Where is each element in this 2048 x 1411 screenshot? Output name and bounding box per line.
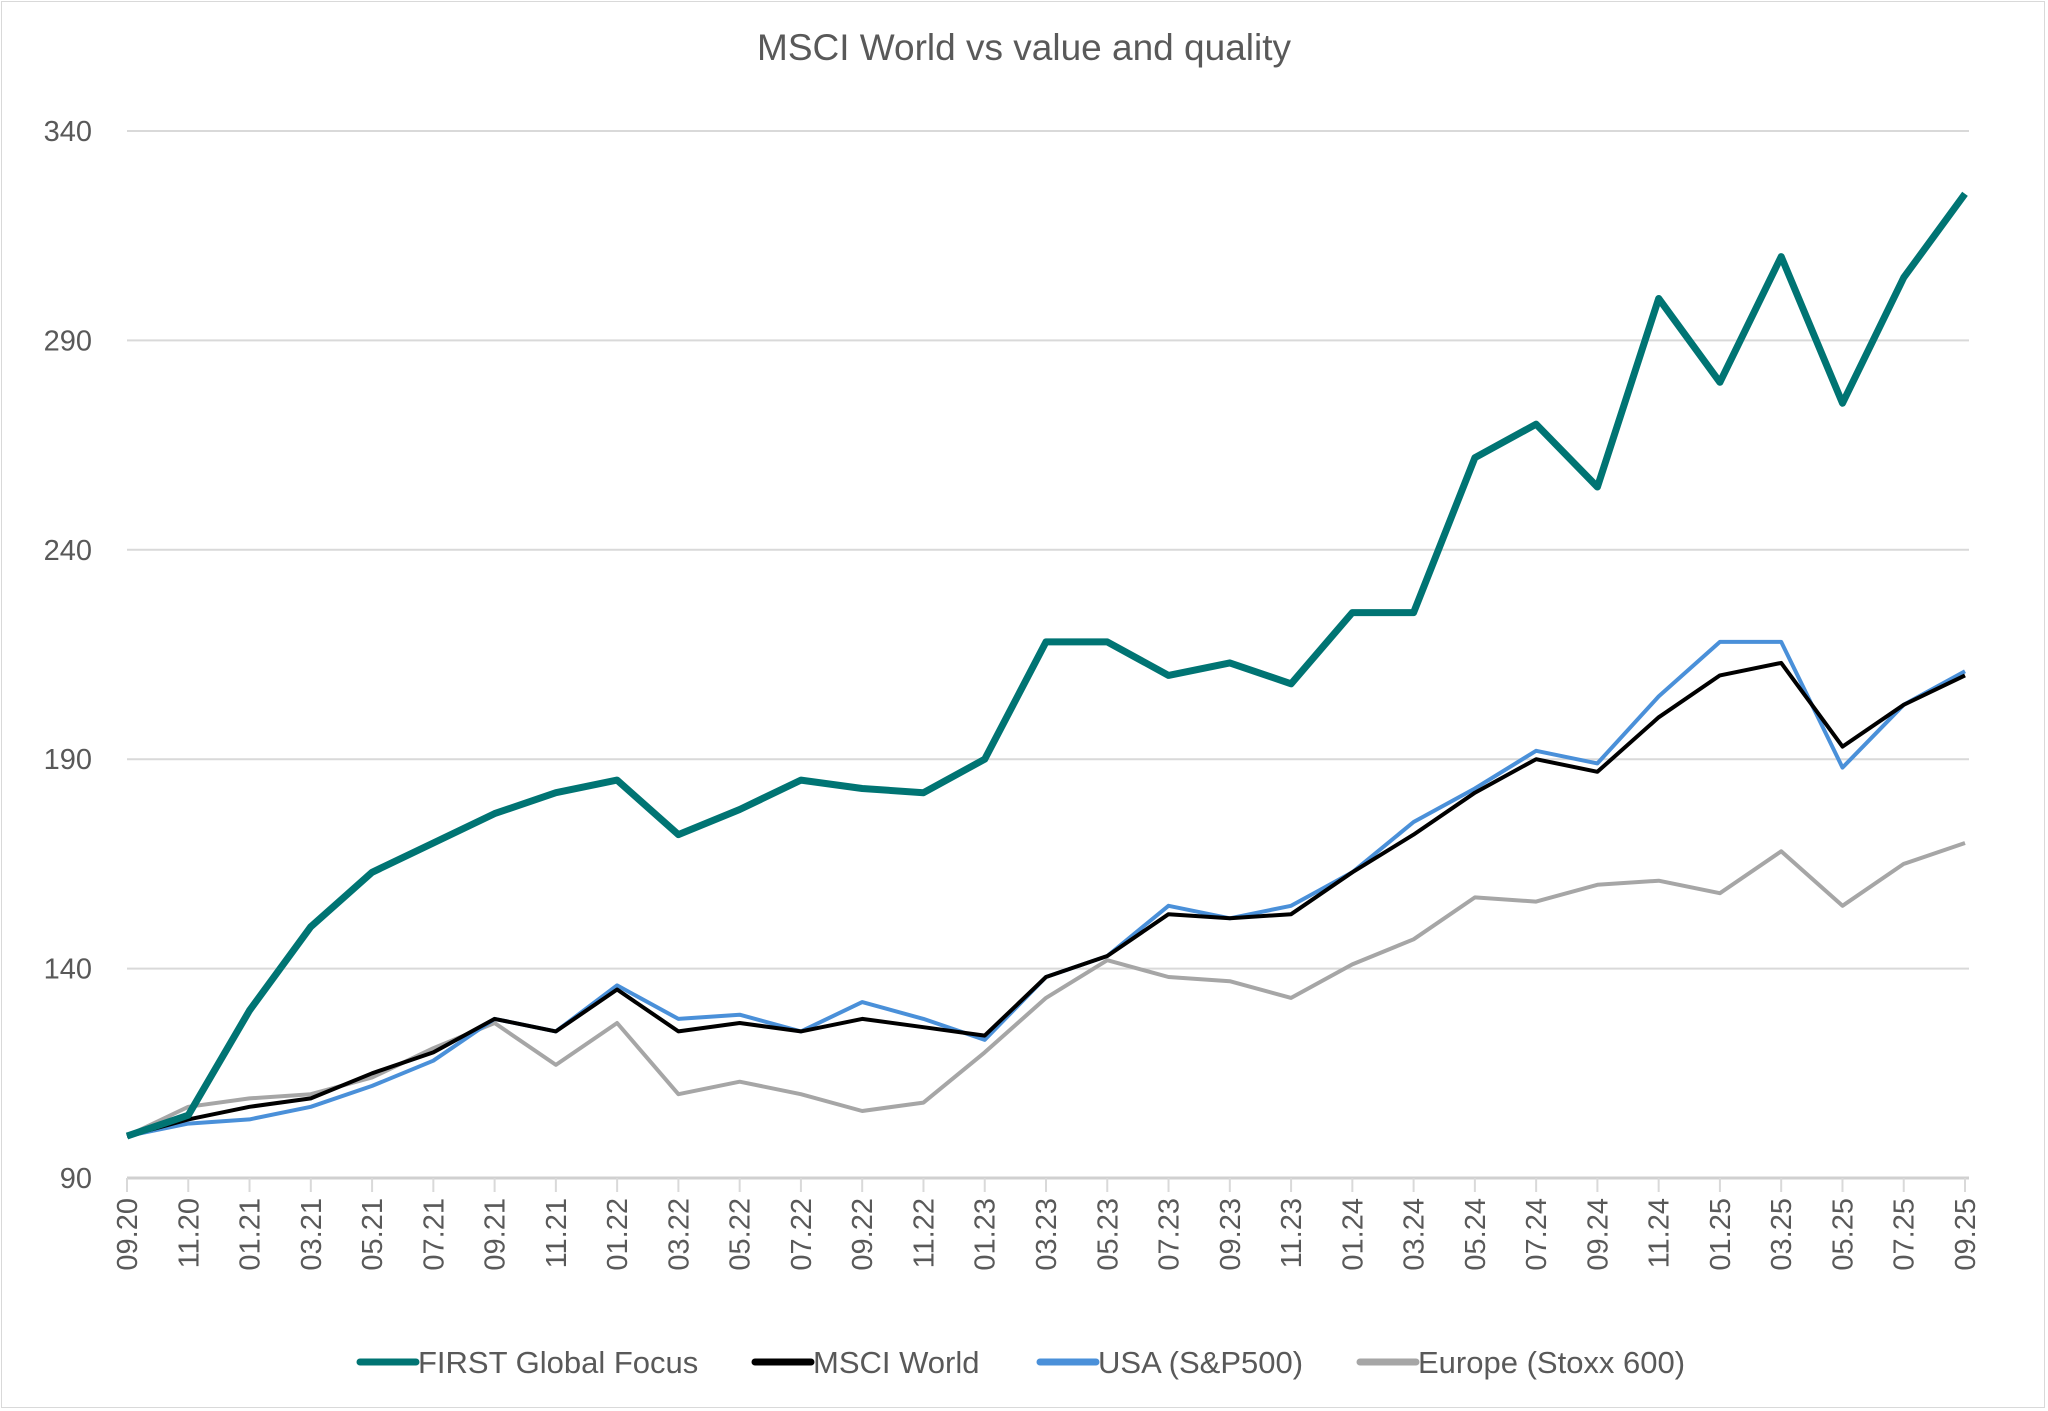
x-tick-label: 01.23 <box>970 1198 1002 1271</box>
series-lines <box>125 191 1968 1140</box>
x-tick-label: 09.20 <box>112 1198 144 1271</box>
y-tick-label: 140 <box>44 954 92 986</box>
x-tick-label: 07.25 <box>1889 1198 1921 1271</box>
x-tick-label: 07.21 <box>418 1198 450 1271</box>
x-tick-label: 07.23 <box>1154 1198 1186 1271</box>
legend-label: Europe (Stoxx 600) <box>1418 1345 1685 1380</box>
x-tick-label: 05.24 <box>1460 1198 1492 1271</box>
x-tick-label: 11.21 <box>541 1198 573 1268</box>
x-tick-label: 11.20 <box>173 1198 205 1268</box>
x-tick-label: 03.24 <box>1399 1198 1431 1271</box>
legend-item: Europe (Stoxx 600) <box>1356 1345 1685 1380</box>
legend-item: MSCI World <box>751 1345 980 1380</box>
x-tick-label: 09.22 <box>847 1198 879 1271</box>
x-tick-label: 05.21 <box>357 1198 389 1271</box>
x-tick-label: 01.24 <box>1337 1198 1369 1271</box>
legend: FIRST Global Focus MSCI World USA (S&P500)… <box>356 1345 1685 1380</box>
legend-label: FIRST Global Focus <box>418 1345 698 1380</box>
y-tick-label: 190 <box>44 744 92 776</box>
legend-item: USA (S&P500) <box>1036 1345 1303 1380</box>
gridlines <box>127 130 1969 1180</box>
x-tick-label: 09.24 <box>1582 1198 1614 1271</box>
series-line-msci-world <box>126 660 1966 1139</box>
x-tick-label: 03.23 <box>1031 1198 1063 1271</box>
y-tick-label: 340 <box>44 116 92 148</box>
x-tick-label: 05.23 <box>1092 1198 1124 1271</box>
x-tick-label: 11.24 <box>1644 1198 1676 1268</box>
x-tick-label: 11.23 <box>1276 1198 1308 1268</box>
x-tick-label: 07.22 <box>786 1198 818 1271</box>
x-tick-label: 01.22 <box>602 1198 634 1271</box>
x-tick-label: 05.25 <box>1827 1198 1859 1271</box>
x-tick-label: 09.23 <box>1215 1198 1247 1271</box>
legend-label: MSCI World <box>813 1345 980 1380</box>
x-tick-label: 03.21 <box>296 1198 328 1271</box>
legend-item: FIRST Global Focus <box>356 1345 698 1380</box>
y-tick-label: 290 <box>44 325 92 357</box>
x-tick-label: 09.25 <box>1950 1198 1982 1271</box>
x-tick-label: 03.25 <box>1766 1198 1798 1271</box>
x-tick-label: 03.22 <box>663 1198 695 1271</box>
x-tick-label: 05.22 <box>725 1198 757 1271</box>
x-axis-ticks: 09.20 11.20 01.21 03.21 05.21 07.21 09.21 11.21… <box>112 1178 1982 1271</box>
y-tick-label: 90 <box>60 1163 92 1195</box>
x-tick-label: 11.22 <box>908 1198 940 1268</box>
legend-label: USA (S&P500) <box>1098 1345 1303 1380</box>
x-tick-label: 09.21 <box>480 1198 512 1271</box>
y-tick-label: 240 <box>44 535 92 567</box>
y-axis-ticks: 90 140 190 240 290 340 <box>44 116 92 1195</box>
series-line-europe-stoxx-600- <box>126 841 1966 1138</box>
series-line-first-global-focus <box>125 191 1968 1140</box>
x-tick-label: 07.24 <box>1521 1198 1553 1271</box>
x-tick-label: 01.21 <box>235 1198 267 1271</box>
chart-title: MSCI World vs value and quality <box>757 27 1291 68</box>
x-tick-label: 01.25 <box>1705 1198 1737 1271</box>
